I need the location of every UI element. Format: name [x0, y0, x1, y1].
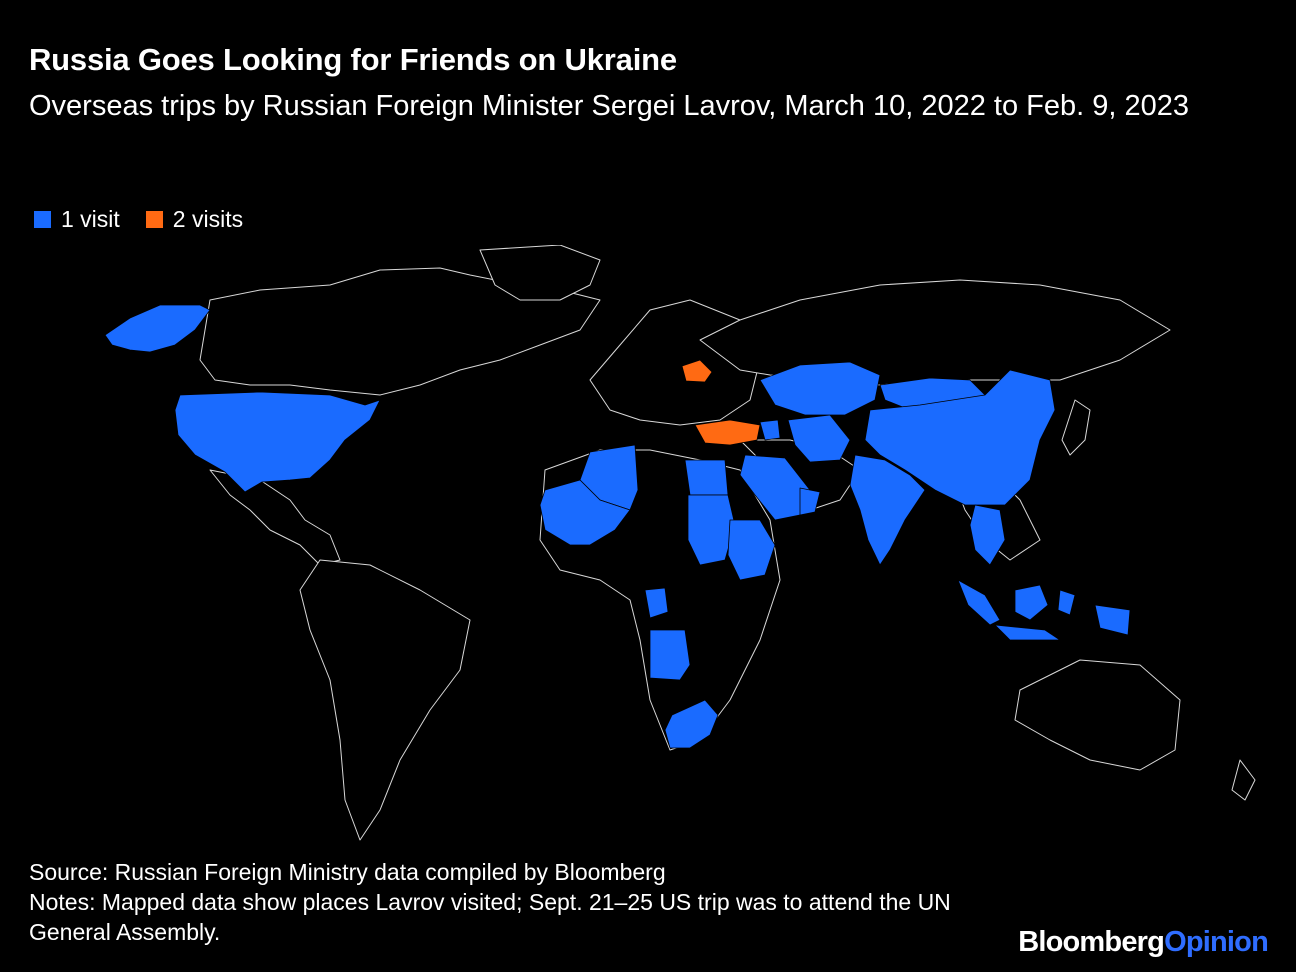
- usa-region: [174, 391, 381, 493]
- chart-title: Russia Goes Looking for Friends on Ukrai…: [29, 42, 677, 77]
- vietnam-cambodia-region: [969, 504, 1006, 566]
- india-region: [849, 454, 926, 566]
- indonesia-borneo-region: [1014, 584, 1049, 621]
- bloomberg-opinion-logo: BloombergOpinion: [1018, 926, 1269, 959]
- angola-region: [649, 629, 691, 681]
- ethiopia-eritrea-region: [727, 519, 776, 581]
- mexico-shape: [209, 469, 341, 566]
- indonesia-sumatra-region: [957, 579, 1001, 626]
- indonesia-java-region: [994, 624, 1061, 641]
- canada-shape: [199, 267, 601, 396]
- greenland-shape: [479, 245, 601, 301]
- alaska-region: [104, 304, 211, 353]
- indonesia-sulawesi-region: [1057, 589, 1076, 616]
- sudan-region: [687, 494, 736, 566]
- world-map: [104, 245, 1256, 841]
- uae-oman-region: [799, 487, 821, 516]
- brand-opinion: Opinion: [1164, 926, 1269, 958]
- notes: Notes: Mapped data show places Lavrov vi…: [29, 889, 951, 945]
- brand-bloomberg: Bloomberg: [1018, 926, 1165, 958]
- russia-shape: [699, 279, 1171, 386]
- indonesia-papua-region: [1094, 604, 1131, 636]
- new-zealand-shape: [1231, 759, 1256, 801]
- footer: Source: Russian Foreign Ministry data co…: [29, 857, 969, 947]
- south-america-shape: [299, 559, 471, 841]
- legend-label-one-visit: 1 visit: [61, 206, 120, 232]
- legend-swatch-two-visits: [145, 211, 163, 228]
- chart-subtitle: Overseas trips by Russian Foreign Minist…: [29, 90, 1190, 122]
- caucasus-region: [759, 419, 781, 441]
- legend-item-two-visits: 2 visits: [145, 206, 244, 233]
- turkey-region: [694, 419, 761, 446]
- legend-swatch-one-visit: [34, 211, 51, 228]
- mali-mauritania-region: [539, 479, 631, 546]
- central-asia-region: [759, 361, 881, 416]
- australia-shape: [1014, 659, 1181, 771]
- legend-item-one-visit: 1 visit: [34, 206, 120, 233]
- china-region: [864, 369, 1056, 506]
- saudi-arabia-region: [739, 454, 811, 521]
- japan-shape: [1061, 399, 1091, 456]
- belarus-region: [681, 359, 713, 383]
- congo-region: [644, 587, 669, 619]
- legend: 1 visit 2 visits: [34, 206, 269, 233]
- south-africa-region: [664, 699, 719, 749]
- legend-label-two-visits: 2 visits: [172, 206, 244, 232]
- egypt-region: [684, 459, 729, 496]
- source-note: Source: Russian Foreign Ministry data co…: [29, 859, 666, 885]
